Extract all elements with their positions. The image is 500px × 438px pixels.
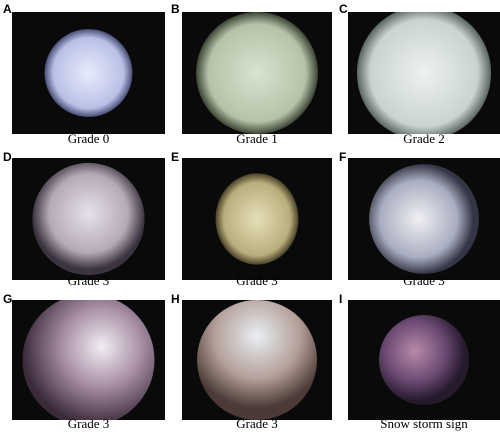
panel-letter: A [3, 2, 12, 16]
panel-letter: D [3, 150, 12, 164]
panel-caption: Grade 0 [68, 131, 110, 146]
endoscope-view [196, 12, 318, 134]
panel-caption: Snow storm sign [380, 416, 468, 431]
panel-letter: B [171, 2, 180, 16]
endoscope-view [369, 164, 479, 274]
endoscope-view [379, 315, 469, 405]
panel-caption: Grade 3 [236, 273, 278, 288]
panel-caption: Grade 1 [236, 131, 278, 146]
panel-caption: Grade 3 [236, 416, 278, 431]
endoscope-view [356, 12, 492, 134]
panel-caption: Grade 2 [403, 131, 445, 146]
panel-caption: Grade 3 [68, 273, 110, 288]
panel-letter: G [3, 292, 12, 306]
endoscope-view [22, 300, 155, 420]
panel-caption: Grade 3 [68, 416, 110, 431]
endoscope-view [215, 173, 299, 265]
panel-letter: H [171, 292, 180, 306]
endoscope-view [32, 162, 145, 276]
endoscope-view [197, 300, 317, 420]
endoscope-view [44, 29, 133, 117]
panel-letter: E [171, 150, 179, 164]
panel-letter: C [339, 2, 348, 16]
panel-caption: Grade 3 [403, 273, 445, 288]
panel-letter: I [339, 292, 342, 306]
panel-letter: F [339, 150, 346, 164]
